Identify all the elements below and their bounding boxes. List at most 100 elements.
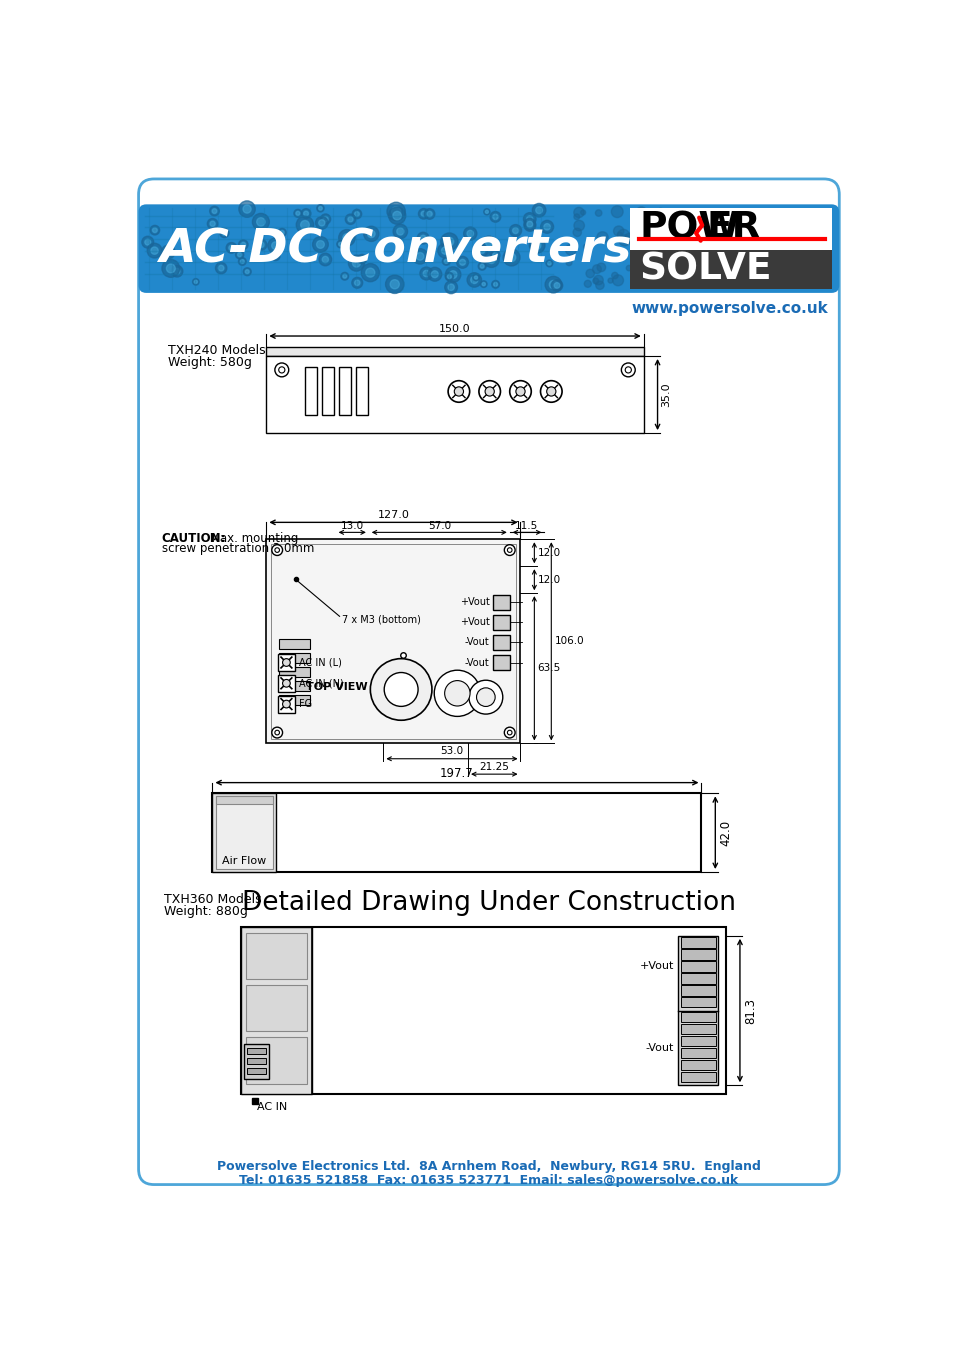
Circle shape <box>336 240 344 248</box>
Circle shape <box>295 212 299 216</box>
Circle shape <box>300 220 309 230</box>
Circle shape <box>618 235 629 246</box>
Circle shape <box>396 228 403 235</box>
Circle shape <box>418 208 429 219</box>
Circle shape <box>459 259 465 265</box>
Circle shape <box>210 207 219 216</box>
Circle shape <box>165 248 172 255</box>
Circle shape <box>390 279 399 289</box>
Circle shape <box>656 208 663 216</box>
Circle shape <box>219 228 229 238</box>
Circle shape <box>467 273 481 288</box>
Circle shape <box>476 244 487 256</box>
Circle shape <box>384 672 417 706</box>
Text: 35.0: 35.0 <box>660 382 671 406</box>
Circle shape <box>595 209 601 216</box>
Circle shape <box>303 211 308 216</box>
Circle shape <box>193 278 199 285</box>
Circle shape <box>259 242 264 247</box>
Text: AC IN: AC IN <box>257 1102 288 1112</box>
Circle shape <box>597 232 608 243</box>
Circle shape <box>490 250 499 261</box>
Circle shape <box>256 217 265 225</box>
Circle shape <box>322 256 328 263</box>
Circle shape <box>445 267 460 282</box>
Text: 7 x M3 (bottom): 7 x M3 (bottom) <box>341 614 420 625</box>
Bar <box>679 1072 716 1083</box>
Text: TOP VIEW: TOP VIEW <box>306 682 368 693</box>
Circle shape <box>448 381 469 402</box>
Bar <box>241 926 312 1095</box>
Circle shape <box>444 259 448 263</box>
Bar <box>278 680 309 691</box>
Bar <box>679 998 716 1007</box>
Bar <box>277 675 294 691</box>
Circle shape <box>342 274 346 278</box>
Circle shape <box>583 281 591 288</box>
Circle shape <box>282 659 290 667</box>
Bar <box>247 1048 265 1053</box>
Bar <box>305 367 317 414</box>
Circle shape <box>274 730 279 734</box>
Circle shape <box>166 265 175 273</box>
Circle shape <box>388 207 405 224</box>
Bar <box>213 794 700 872</box>
Circle shape <box>444 281 457 294</box>
Bar <box>679 1012 716 1022</box>
Circle shape <box>636 207 646 217</box>
Circle shape <box>238 258 246 266</box>
Circle shape <box>348 216 353 221</box>
Text: 127.0: 127.0 <box>377 510 409 520</box>
Circle shape <box>634 213 645 225</box>
Text: FG: FG <box>298 699 312 709</box>
Circle shape <box>546 387 556 396</box>
Circle shape <box>147 243 162 258</box>
Circle shape <box>507 730 512 734</box>
Circle shape <box>441 247 448 254</box>
Circle shape <box>318 207 322 211</box>
Bar <box>629 250 831 289</box>
Circle shape <box>630 212 641 223</box>
Circle shape <box>509 381 531 402</box>
Circle shape <box>393 212 401 220</box>
Circle shape <box>526 221 532 227</box>
Circle shape <box>623 234 635 244</box>
Circle shape <box>474 275 477 279</box>
Circle shape <box>363 227 378 242</box>
Circle shape <box>238 240 248 250</box>
Circle shape <box>150 225 159 235</box>
Circle shape <box>642 274 653 284</box>
Circle shape <box>617 232 621 238</box>
Circle shape <box>253 213 269 231</box>
Text: -Vout: -Vout <box>464 657 489 667</box>
Text: TXH360 Models: TXH360 Models <box>164 894 261 906</box>
Circle shape <box>318 220 325 225</box>
Text: 57.0: 57.0 <box>427 521 451 531</box>
Circle shape <box>238 201 255 217</box>
Circle shape <box>532 204 545 217</box>
Circle shape <box>365 269 375 277</box>
Bar <box>629 208 831 250</box>
Circle shape <box>592 278 598 283</box>
Bar <box>266 356 643 433</box>
Circle shape <box>437 243 452 258</box>
Text: 197.7: 197.7 <box>439 767 474 780</box>
Circle shape <box>624 367 631 373</box>
Circle shape <box>516 387 524 396</box>
Circle shape <box>256 239 267 250</box>
Bar <box>277 695 294 713</box>
Text: +Vout: +Vout <box>639 961 673 971</box>
Circle shape <box>215 262 227 274</box>
Circle shape <box>301 209 311 219</box>
Circle shape <box>294 209 301 217</box>
Bar <box>679 1025 716 1034</box>
Circle shape <box>484 387 494 396</box>
Circle shape <box>340 273 348 279</box>
Text: +Vout: +Vout <box>459 617 489 628</box>
Circle shape <box>547 262 551 265</box>
Circle shape <box>272 544 282 555</box>
Circle shape <box>620 363 635 377</box>
Text: -Vout: -Vout <box>464 637 489 648</box>
Circle shape <box>272 728 282 738</box>
Circle shape <box>342 234 351 242</box>
